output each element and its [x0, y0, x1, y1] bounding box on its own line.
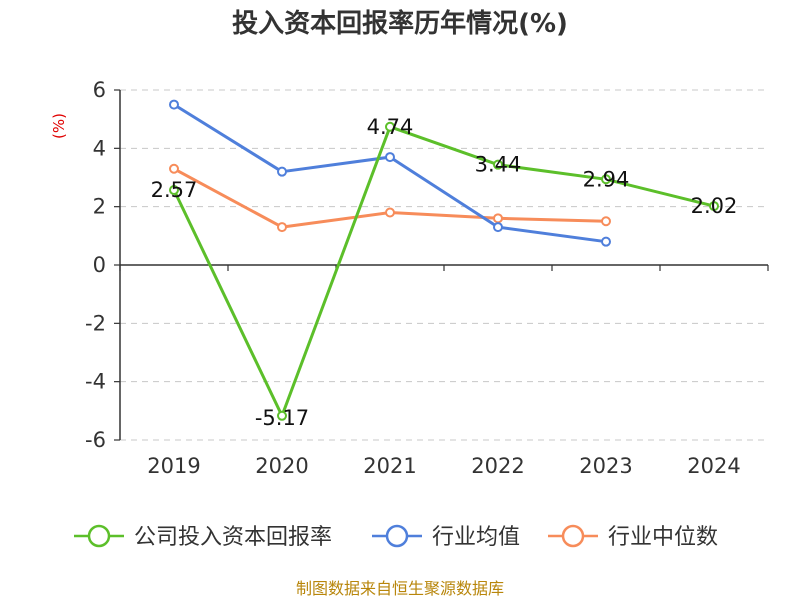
- data-point-s1-2019: [169, 99, 179, 110]
- y-tick-label--6: -6: [85, 428, 106, 452]
- y-tick-label--4: -4: [85, 370, 106, 394]
- axes: 6 4 2 0 -2 -4 -6 2019 2020 2021 2022 2023 2024: [85, 78, 769, 478]
- data-label-2024: 2.02: [691, 194, 738, 218]
- chart-title: 投入资本回报率历年情况(%): [232, 8, 568, 39]
- data-point-s0-2024: [709, 201, 719, 212]
- x-tick-label-2024: 2024: [687, 454, 740, 478]
- data-labels: 2.57 -5.17 4.74 3.44 2.94 2.02: [151, 115, 738, 430]
- legend-label-1: 行业均值: [432, 525, 520, 550]
- x-tick-label-2019: 2019: [147, 454, 200, 478]
- y-tick-label-6: 6: [93, 78, 106, 102]
- data-point-s0-2021: [385, 121, 395, 132]
- data-point-s2-2021: [385, 207, 395, 218]
- data-point-s2-2023: [601, 216, 611, 227]
- x-tick-label-2023: 2023: [579, 454, 632, 478]
- data-point-s0-2020: [277, 410, 287, 421]
- series-lines: [169, 99, 719, 421]
- data-point-s0-2022: [493, 159, 503, 170]
- data-label-2020: -5.17: [255, 406, 309, 430]
- legend-label-2: 行业中位数: [608, 525, 718, 550]
- y-tick-label-2: 2: [93, 195, 106, 219]
- y-tick-label-0: 0: [93, 253, 106, 277]
- data-point-s0-2023: [601, 174, 611, 185]
- data-point-s1-2022: [493, 222, 503, 233]
- y-tick-label-4: 4: [93, 136, 106, 160]
- data-point-s0-2019: [169, 185, 179, 196]
- data-label-2019: 2.57: [151, 178, 198, 202]
- legend-marker-0: [87, 524, 111, 548]
- data-point-s2-2022: [493, 213, 503, 224]
- data-point-s2-2019: [169, 163, 179, 174]
- series-line-2: [173, 167, 607, 229]
- legend-marker-2: [561, 524, 585, 548]
- data-label-2022: 3.44: [475, 153, 522, 177]
- legend-label-0: 公司投入资本回报率: [134, 525, 332, 550]
- legend-marker-1: [385, 524, 409, 548]
- data-label-2023: 2.94: [583, 167, 630, 191]
- y-tick-label--2: -2: [85, 311, 106, 335]
- data-point-s2-2020: [277, 222, 287, 233]
- data-point-s1-2023: [601, 236, 611, 247]
- data-label-2021: 4.74: [367, 115, 414, 139]
- grid-lines: [120, 89, 768, 441]
- data-point-s1-2021: [385, 152, 395, 163]
- source-note: 制图数据来自恒生聚源数据库: [296, 579, 504, 598]
- data-point-s1-2020: [277, 166, 287, 177]
- x-tick-label-2022: 2022: [471, 454, 524, 478]
- legend: 公司投入资本回报率 行业均值 行业中位数: [74, 524, 718, 550]
- x-tick-label-2021: 2021: [363, 454, 416, 478]
- series-line-0: [172, 125, 715, 418]
- y-axis-label: (%): [50, 113, 68, 139]
- x-tick-label-2020: 2020: [255, 454, 308, 478]
